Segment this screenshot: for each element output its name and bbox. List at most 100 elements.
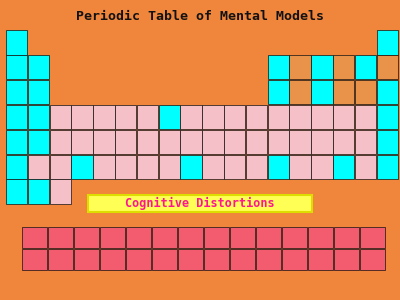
Bar xyxy=(28,105,49,129)
Bar xyxy=(311,80,332,104)
Bar xyxy=(377,55,398,80)
Bar xyxy=(355,55,376,80)
Bar xyxy=(137,105,158,129)
Bar xyxy=(268,154,289,179)
Bar xyxy=(22,226,47,248)
Bar xyxy=(355,80,376,104)
Bar xyxy=(50,105,71,129)
Bar xyxy=(377,130,398,154)
Bar xyxy=(268,130,289,154)
Bar xyxy=(224,130,246,154)
Bar xyxy=(50,154,71,179)
Bar xyxy=(355,105,376,129)
Bar xyxy=(48,226,74,248)
Bar xyxy=(100,248,126,270)
Bar xyxy=(256,226,281,248)
Bar xyxy=(290,80,311,104)
Bar xyxy=(246,154,267,179)
Bar xyxy=(158,154,180,179)
Bar xyxy=(180,130,202,154)
Bar xyxy=(355,154,376,179)
Bar xyxy=(311,154,332,179)
Bar xyxy=(50,130,71,154)
Bar xyxy=(204,226,230,248)
Bar xyxy=(126,248,151,270)
Bar xyxy=(224,154,246,179)
Bar xyxy=(115,105,136,129)
Bar xyxy=(28,80,49,104)
Bar xyxy=(290,154,311,179)
Bar xyxy=(377,30,398,55)
Bar xyxy=(152,226,178,248)
Bar xyxy=(360,248,385,270)
Bar xyxy=(6,30,27,55)
Bar xyxy=(268,105,289,129)
Bar xyxy=(290,55,311,80)
Bar xyxy=(311,105,332,129)
Bar xyxy=(308,226,334,248)
Bar xyxy=(93,105,114,129)
Bar xyxy=(377,154,398,179)
Bar xyxy=(74,226,100,248)
Bar xyxy=(333,105,354,129)
Bar xyxy=(311,130,332,154)
Bar xyxy=(48,248,74,270)
Bar xyxy=(360,226,385,248)
Bar xyxy=(152,248,178,270)
Bar xyxy=(71,105,93,129)
Bar xyxy=(115,154,136,179)
Bar xyxy=(204,248,230,270)
Bar xyxy=(311,55,332,80)
Bar xyxy=(202,105,224,129)
Bar xyxy=(71,154,93,179)
Bar xyxy=(178,226,203,248)
Bar xyxy=(224,105,246,129)
Bar xyxy=(333,80,354,104)
Bar xyxy=(246,105,267,129)
Bar xyxy=(202,130,224,154)
Bar xyxy=(71,130,93,154)
Bar xyxy=(178,248,203,270)
Bar xyxy=(256,248,281,270)
Bar xyxy=(230,226,256,248)
Bar xyxy=(333,130,354,154)
Bar xyxy=(93,154,114,179)
Bar xyxy=(74,248,100,270)
Bar xyxy=(50,179,71,204)
Bar xyxy=(230,248,256,270)
Bar xyxy=(268,80,289,104)
Bar xyxy=(334,248,360,270)
Bar xyxy=(28,179,49,204)
Bar xyxy=(28,55,49,80)
Text: Periodic Table of Mental Models: Periodic Table of Mental Models xyxy=(76,11,324,23)
Bar xyxy=(100,226,126,248)
Bar xyxy=(6,80,27,104)
Bar xyxy=(282,226,307,248)
Bar xyxy=(308,248,334,270)
Bar xyxy=(355,130,376,154)
Bar xyxy=(282,248,307,270)
Bar xyxy=(333,154,354,179)
Bar xyxy=(22,248,47,270)
Bar xyxy=(377,105,398,129)
Bar xyxy=(333,55,354,80)
Bar xyxy=(334,226,360,248)
Bar xyxy=(6,55,27,80)
Bar xyxy=(6,154,27,179)
Bar xyxy=(137,154,158,179)
Bar xyxy=(28,130,49,154)
Bar xyxy=(268,55,289,80)
Text: Cognitive Distortions: Cognitive Distortions xyxy=(125,197,275,210)
Bar xyxy=(137,130,158,154)
Bar xyxy=(158,130,180,154)
Bar xyxy=(6,179,27,204)
Bar xyxy=(246,130,267,154)
Bar xyxy=(6,130,27,154)
Bar xyxy=(180,105,202,129)
Bar xyxy=(202,154,224,179)
Bar xyxy=(126,226,151,248)
Bar xyxy=(115,130,136,154)
Bar xyxy=(88,195,312,211)
Bar xyxy=(28,154,49,179)
Bar xyxy=(93,130,114,154)
